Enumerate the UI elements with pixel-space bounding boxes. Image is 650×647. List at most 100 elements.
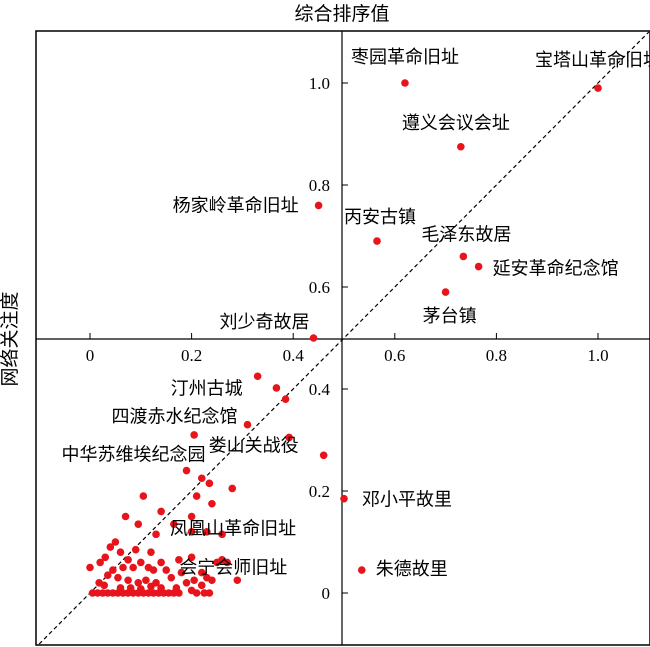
chart-title: 综合排序值 [294,3,389,25]
scatter-point [106,543,115,551]
scatter-point [203,528,211,536]
scatter-point [187,586,196,595]
labeled-point [233,576,242,585]
scatter-point [126,584,135,592]
scatter-point [187,553,196,562]
scatter-point [208,576,216,585]
point-label: 娄山关战役 [209,435,299,456]
scatter-point [134,579,143,587]
scatter-point [162,566,170,574]
point-label: 中华苏维埃纪念园 [62,444,206,466]
labeled-point [340,494,348,503]
scatter-point [149,566,158,574]
scatter-point [100,581,109,590]
scatter-point [190,576,198,585]
y-tick-label: 0.8 [309,176,330,195]
labeled-point [594,84,602,92]
scatter-point [116,548,125,556]
point-label: 丙安古镇 [344,207,416,228]
labeled-point [253,372,262,381]
scatter-point [86,563,94,572]
scatter-point [208,499,216,508]
y-tick-label: 1.0 [309,74,330,93]
x-tick-label: 0.6 [384,346,405,365]
scatter-point [281,395,290,404]
scatter-point [205,589,214,597]
scatter-point [131,545,140,554]
scatter-point [223,558,231,567]
point-label: 汀州古城 [171,378,243,399]
points-layer [86,79,602,597]
scatter-point [142,576,150,585]
scatter-point [172,584,181,592]
y-tick-label: 0 [322,584,331,603]
plot-frame [35,30,650,646]
point-label: 茅台镇 [423,306,477,327]
scatter-point [139,492,148,500]
scatter-point [129,563,137,572]
scatter-point [272,384,281,392]
scatter-point [167,573,176,582]
scatter-point [121,512,130,521]
scatter-point [157,558,165,567]
scatter-point [187,512,196,521]
scatter-point [197,568,206,577]
labeled-point [309,334,318,342]
diagonal-reference-line [38,31,650,645]
labeled-point [182,466,191,475]
scatter-point [103,571,112,579]
scatter-point [177,568,186,577]
scatter-point [152,530,160,539]
point-label: 朱德故里 [376,559,448,580]
scatter-point [109,566,117,574]
x-tick-label: 0 [86,346,95,365]
scatter-point [190,431,198,439]
scatter-point [228,484,237,493]
x-tick-label: 0.8 [486,346,507,365]
point-labels-layer: 枣园革命旧址 宝塔山革命旧址遵义会议会址杨家岭革命旧址丙安古镇毛泽东故居延安革命纪… [62,47,650,580]
scatter-point [137,558,145,567]
labeled-point [441,288,450,296]
labeled-point [314,201,323,210]
scatter-point [114,573,122,582]
labeled-point [457,142,465,151]
scatter-point [170,520,178,528]
scatter-point [124,556,132,564]
labeled-point [474,262,483,271]
point-label: 邓小平故里 [362,490,452,511]
y-axis-label: 网络关注度 [0,291,21,386]
scatter-point [137,585,145,593]
y-tick-label: 0.2 [309,482,330,501]
scatter-point [175,556,183,564]
labeled-point [218,530,226,539]
point-label: 遵义会议会址 [402,113,510,134]
point-label: 枣园革命旧址 [351,47,459,68]
labeled-point [319,451,328,460]
x-tick-label: 1.0 [587,346,608,365]
scatter-point [157,584,165,592]
tick-layer: 0 0.2 0.4 0.6 0.8 1.0 0 0.2 0.4 0.6 0.8 1.0 [86,74,609,603]
point-label: 延安革命纪念馆 [493,258,619,280]
point-label: 杨家岭革命旧址 [173,195,299,216]
scatter-point [147,582,155,591]
x-tick-label: 0.2 [181,346,202,365]
point-label: 毛泽东故居 [421,224,511,245]
point-label: 会宁会师旧址 [179,557,287,578]
x-tick-label: 0.4 [283,346,305,365]
labeled-point [401,79,409,87]
scatter-point [197,474,206,483]
labeled-point [243,420,252,429]
y-tick-label: 0.4 [309,380,331,399]
point-label: 刘少奇故居 [220,312,310,333]
scatter-point [111,538,120,546]
scatter-point [182,579,191,587]
scatter-point [147,548,155,556]
y-tick-label: 0.6 [309,278,330,297]
scatter-point [96,558,104,567]
point-label: 四渡赤水纪念馆 [111,406,237,428]
scatter-point [187,528,196,536]
scatter-point [134,520,143,528]
point-label: 凤凰山革命旧址 [170,518,296,539]
scatter-point [192,492,201,500]
